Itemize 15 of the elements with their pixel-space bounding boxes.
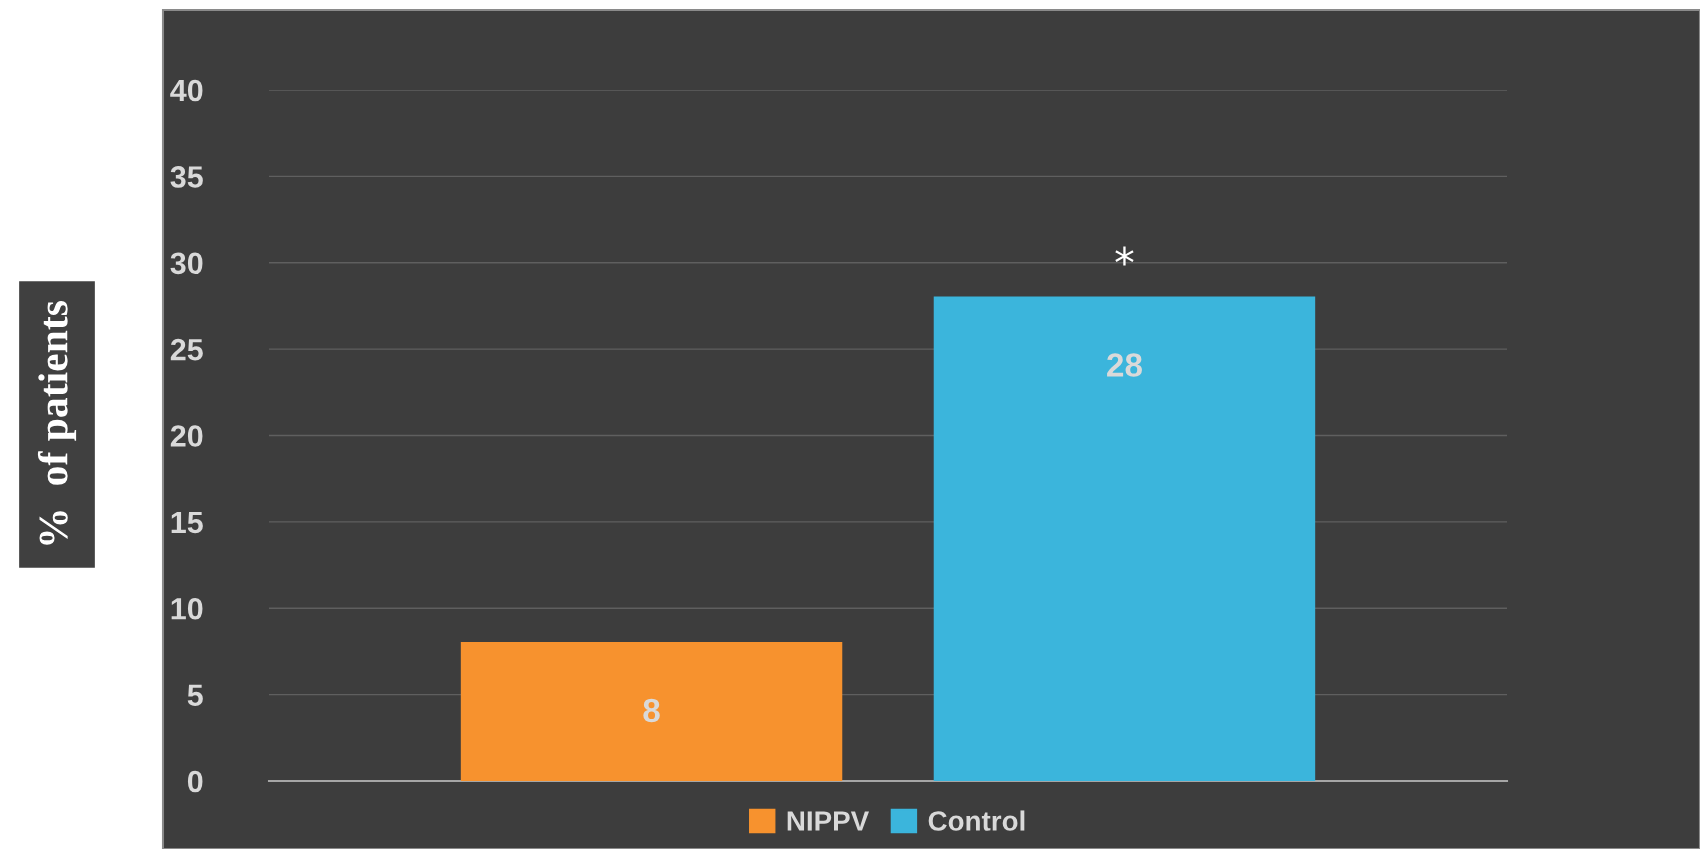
legend-label: Control bbox=[928, 810, 1025, 831]
data-label: 8 bbox=[643, 698, 660, 723]
y-tick-label: 30 bbox=[170, 252, 203, 275]
y-axis-title: % of patients bbox=[37, 301, 77, 545]
y-tick-label: 20 bbox=[170, 425, 203, 447]
y-tick-label: 0 bbox=[187, 770, 203, 793]
legend-label: NIPPV bbox=[787, 811, 870, 831]
y-tick-label: 25 bbox=[170, 338, 203, 361]
y-tick-label: 15 bbox=[171, 511, 203, 534]
annotation: * bbox=[1115, 246, 1134, 266]
y-tick-label: 10 bbox=[171, 597, 203, 620]
y-tick-label: 35 bbox=[170, 166, 203, 188]
y-tick-label: 5 bbox=[187, 684, 203, 706]
y-tick-label: 40 bbox=[170, 79, 203, 102]
data-label: 28 bbox=[1107, 353, 1142, 377]
